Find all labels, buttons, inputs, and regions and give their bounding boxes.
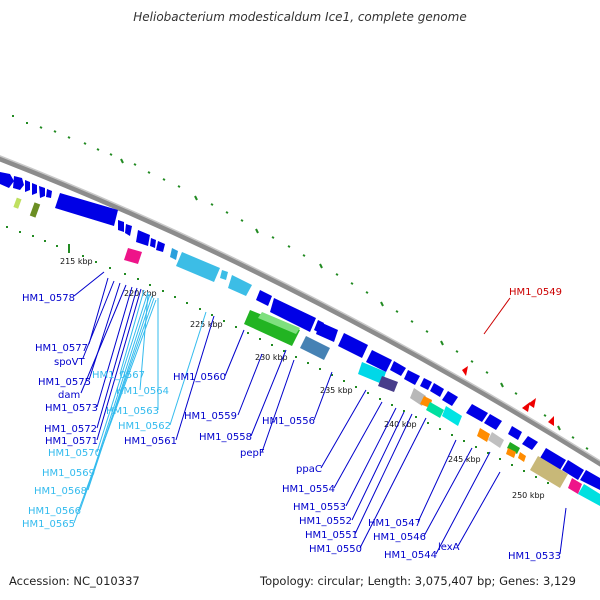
outer-tick-track: [12, 115, 589, 450]
inner-tick-track: [6, 226, 549, 484]
gene-track-reverse: [13, 197, 600, 506]
gene-label: HM1_0575: [38, 377, 91, 388]
gene-label: HM1_0564: [116, 386, 169, 397]
gene-label: HM1_0533: [508, 551, 561, 562]
accession-text: Accession: NC_010337: [9, 574, 140, 588]
gene-label: HM1_0558: [199, 432, 252, 443]
gene-label: HM1_0547: [368, 518, 421, 529]
gene-label: lexA: [438, 542, 460, 553]
gene-track-forward: [0, 172, 600, 490]
gene-label: HM1_0552: [299, 516, 352, 527]
gene-label: HM1_0563: [106, 406, 159, 417]
gene-label: dam: [58, 390, 80, 401]
gene-label: spoVT: [54, 357, 86, 368]
gene-label: HM1_0578: [22, 293, 75, 304]
gene-label: HM1_0565: [22, 519, 75, 530]
gene-label: HM1_0554: [282, 484, 335, 495]
label-leader-lines: [73, 271, 567, 555]
gene-label: HM1_0549: [509, 287, 562, 298]
gene-label: HM1_0571: [45, 436, 98, 447]
gene-label: HM1_0577: [35, 343, 88, 354]
gene-label: HM1_0556: [262, 416, 315, 427]
gene-label: HM1_0553: [293, 502, 346, 513]
gene-label: HM1_0569: [42, 468, 95, 479]
gene-label: HM1_0546: [373, 532, 426, 543]
gene-label: HM1_0566: [28, 506, 81, 517]
gene-label: HM1_0570: [48, 448, 101, 459]
gene-label: HM1_0572: [44, 424, 97, 435]
kbp-label: 250 kbp: [512, 491, 545, 500]
gene-label: HM1_0568: [34, 486, 87, 497]
genome-summary-text: Topology: circular; Length: 3,075,407 bp…: [260, 574, 576, 588]
kbp-label: 220 kbp: [124, 289, 157, 298]
gene-label: pepF: [240, 448, 265, 459]
kbp-label: 245 kbp: [448, 455, 481, 464]
genome-backbone: [0, 156, 600, 467]
gene-labels: HM1_0578 HM1_0577 spoVT HM1_0575 dam HM1…: [22, 287, 562, 562]
gene-label: HM1_0562: [118, 421, 171, 432]
gene-label: HM1_0550: [309, 544, 362, 555]
kbp-label: 240 kbp: [384, 420, 417, 429]
gene-label: HM1_0567: [92, 370, 145, 381]
kbp-label: 225 kbp: [190, 320, 223, 329]
gene-label: HM1_0544: [384, 550, 437, 561]
gene-label: HM1_0551: [305, 530, 358, 541]
kbp-label: 235 kbp: [320, 386, 353, 395]
kbp-scale-labels: 215 kbp 220 kbp 225 kbp 230 kbp 235 kbp …: [60, 257, 545, 500]
gene-label: ppaC: [296, 464, 322, 475]
gene-label: HM1_0561: [124, 436, 177, 447]
gene-label: HM1_0559: [184, 411, 237, 422]
gene-label: HM1_0560: [173, 372, 226, 383]
kbp-label: 215 kbp: [60, 257, 93, 266]
map-title: Heliobacterium modesticaldum Ice1, compl…: [133, 10, 467, 24]
red-arrow-markers: [462, 366, 554, 426]
gene-label: HM1_0573: [45, 403, 98, 414]
kbp-label: 230 kbp: [255, 353, 288, 362]
